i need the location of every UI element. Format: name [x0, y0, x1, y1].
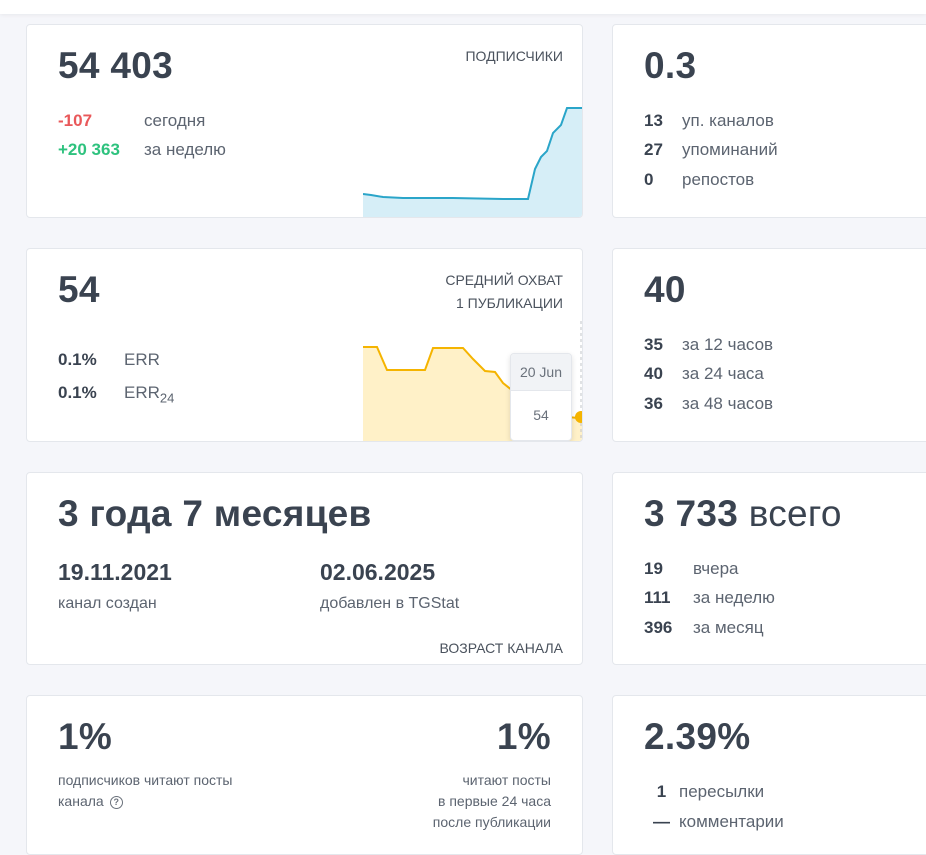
views-card[interactable]: 40 35 за 12 часов 40 за 24 часа 36 за 48 ча…: [612, 248, 926, 442]
mentions-index: 0.3: [644, 45, 697, 86]
posts-total-value: 3 733: [644, 493, 739, 534]
readers-left-value: 1%: [58, 716, 113, 757]
engagement-row-label: комментарии: [679, 812, 784, 831]
mentions-row-label: репостов: [682, 170, 755, 189]
added-date: 02.06.2025: [320, 559, 436, 585]
readers-left-text: подписчиков читают посты канала?: [58, 770, 232, 812]
reach-label-line2: 1 ПУБЛИКАЦИИ: [455, 295, 563, 311]
views-value: 40: [644, 269, 686, 310]
engagement-row: 1 пересылки: [644, 782, 764, 802]
subscribers-sparkline-area: [363, 108, 582, 217]
created-date: 19.11.2021: [58, 559, 172, 585]
views-row-value: 36: [644, 394, 663, 413]
posts-row: 111 за неделю: [644, 588, 775, 608]
err-value: 0.1%: [58, 350, 97, 369]
engagement-value: 2.39%: [644, 716, 751, 757]
reach-tooltip-value: 54: [533, 407, 549, 423]
channel-age-label: ВОЗРАСТ КАНАЛА: [439, 640, 563, 656]
views-row-label: за 24 часа: [682, 364, 764, 383]
channel-age-card[interactable]: 3 года 7 месяцев 19.11.2021 канал создан…: [26, 472, 583, 665]
views-row-value: 40: [644, 364, 663, 383]
reach-hover-point: [575, 411, 582, 423]
views-row: 40 за 24 часа: [644, 364, 764, 384]
posts-card[interactable]: 3 733 всего 19 вчера 111 за неделю 396 за м…: [612, 472, 926, 665]
posts-row-label: вчера: [693, 559, 739, 578]
reach-value: 54: [58, 269, 100, 310]
channel-age-value: 3 года 7 месяцев: [58, 493, 372, 534]
subscribers-today-value: -107: [58, 111, 93, 130]
subscribers-sparkline[interactable]: [363, 105, 583, 218]
engagement-row-value: 1: [656, 782, 667, 801]
engagement-row: — комментарии: [644, 812, 784, 832]
mentions-card[interactable]: 0.3 13 уп. каналов 27 упоминаний 0 репостов: [612, 24, 926, 218]
engagement-card[interactable]: 2.39% 1 пересылки — комментарии: [612, 695, 926, 855]
posts-row: 19 вчера: [644, 559, 739, 579]
err-label: ERR: [124, 350, 160, 369]
subscribers-sparkline-line: [363, 107, 582, 200]
mentions-row: 13 уп. каналов: [644, 111, 774, 131]
subscribers-count: 54 403: [58, 45, 173, 86]
posts-row-label: за неделю: [693, 588, 775, 607]
views-row: 36 за 48 часов: [644, 394, 773, 414]
subscribers-label: ПОДПИСЧИКИ: [465, 48, 563, 64]
mentions-row-value: 13: [644, 111, 663, 130]
posts-row-value: 111: [644, 588, 671, 607]
posts-total-suffix: всего: [748, 493, 842, 534]
engagement-row-label: пересылки: [679, 782, 765, 801]
mentions-row-label: упоминаний: [682, 140, 778, 159]
added-label: добавлен в TGStat: [320, 595, 460, 612]
posts-total: 3 733 всего: [644, 493, 842, 535]
readers-left-text-line2: канала?: [58, 791, 232, 812]
posts-row-label: за месяц: [693, 618, 764, 637]
readers-right-text-line1: читают посты: [462, 772, 552, 788]
readers-left-text-line2-label: канала: [58, 793, 104, 809]
created-label: канал создан: [58, 595, 157, 612]
readers-left-text-line1: подписчиков читают посты: [58, 772, 233, 788]
views-row: 35 за 12 часов: [644, 335, 773, 355]
top-bar: [0, 0, 926, 14]
mentions-row: 0 репостов: [644, 170, 754, 190]
subscribers-today-row: -107 сегодня: [58, 111, 205, 131]
reach-tooltip: 20 Jun 54: [510, 353, 572, 441]
posts-row-value: 19: [644, 559, 663, 578]
err24-row: 0.1% ERR24: [58, 383, 174, 408]
err24-value: 0.1%: [58, 383, 97, 402]
err24-label: ERR24: [124, 383, 174, 408]
reach-label-line1: СРЕДНИЙ ОХВАТ: [445, 272, 563, 288]
readers-right-text-line2: в первые 24 часа: [438, 793, 551, 809]
views-row-label: за 48 часов: [682, 394, 774, 413]
posts-row-value: 396: [644, 618, 673, 637]
mentions-row: 27 упоминаний: [644, 140, 778, 160]
readers-card[interactable]: 1% подписчиков читают посты канала? 1% ч…: [26, 695, 583, 855]
reach-tooltip-date: 20 Jun: [511, 354, 571, 391]
subscribers-week-value: +20 363: [58, 140, 120, 159]
mentions-row-label: уп. каналов: [682, 111, 774, 130]
err24-label-sub: 24: [159, 390, 175, 406]
subscribers-week-row: +20 363 за неделю: [58, 140, 226, 160]
readers-right-text-line3: после публикации: [432, 814, 551, 830]
reach-label: СРЕДНИЙ ОХВАТ 1 ПУБЛИКАЦИИ: [445, 269, 563, 315]
views-row-value: 35: [644, 335, 663, 354]
subscribers-card[interactable]: 54 403 ПОДПИСЧИКИ -107 сегодня +20 363 за …: [26, 24, 583, 218]
subscribers-today-label: сегодня: [144, 111, 206, 130]
mentions-row-value: 27: [644, 140, 663, 159]
mentions-row-value: 0: [644, 170, 654, 189]
reach-card[interactable]: 54 СРЕДНИЙ ОХВАТ 1 ПУБЛИКАЦИИ 0.1% ERR 0.…: [26, 248, 583, 442]
readers-right-text: читают посты в первые 24 часа после публ…: [433, 770, 551, 833]
err-row: 0.1% ERR: [58, 350, 160, 370]
engagement-row-value: —: [653, 812, 670, 831]
err24-label-text: ERR: [124, 383, 160, 402]
readers-right-value: 1%: [496, 716, 551, 757]
views-row-label: за 12 часов: [682, 335, 774, 354]
subscribers-week-label: за неделю: [144, 140, 226, 159]
help-icon[interactable]: ?: [109, 795, 123, 809]
posts-row: 396 за месяц: [644, 618, 764, 638]
